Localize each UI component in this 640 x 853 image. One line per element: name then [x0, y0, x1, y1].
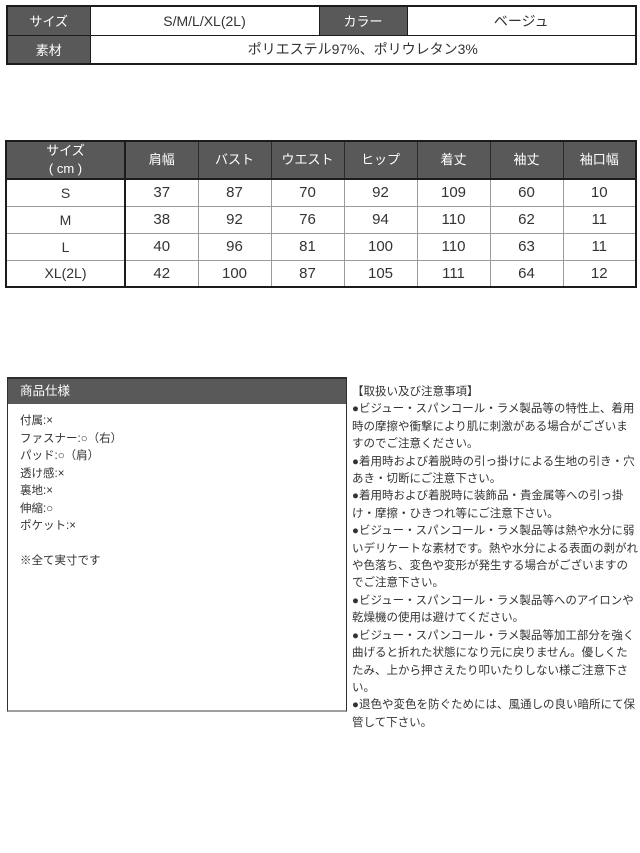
table-row: L 40 96 81 100 110 63 11 — [5, 232, 637, 261]
spec-item-stretch: 伸縮:○ — [20, 502, 54, 515]
row-size-s: S — [5, 178, 126, 207]
col-header-size-cm: サイズ ( cm ) — [5, 140, 126, 180]
material-value: ポリエステル97%、ポリウレタン3% — [89, 34, 637, 65]
cell: 11 — [562, 205, 637, 234]
cell: 63 — [489, 232, 564, 261]
cell: 109 — [416, 178, 491, 207]
product-spec-list: 付属:× ファスナー:○（右） パッド:○（肩） 透け感:× 裏地:× 伸縮:○… — [8, 404, 346, 579]
cell: 87 — [270, 259, 345, 288]
table-row: M 38 92 76 94 110 62 11 — [5, 205, 637, 234]
material-label: 素材 — [6, 34, 91, 65]
cell: 42 — [124, 259, 199, 288]
cell: 111 — [416, 259, 491, 288]
col-header-bust: バスト — [197, 140, 272, 180]
overview-row-size-color: サイズ S/M/L/XL(2L) カラー ベージュ — [6, 5, 637, 36]
spec-item-lining: 裏地:× — [20, 485, 53, 497]
measurements-table: サイズ ( cm ) 肩幅 バスト ウエスト ヒップ 着丈 袖丈 袖口幅 S 3… — [5, 140, 637, 288]
cell: 10 — [562, 178, 637, 207]
col-header-size-line2: ( cm ) — [48, 161, 83, 176]
cell: 70 — [270, 178, 345, 207]
row-size-l: L — [5, 232, 126, 261]
overview-table: サイズ S/M/L/XL(2L) カラー ベージュ 素材 ポリエステル97%、ポ… — [6, 5, 637, 65]
product-spec-box: 商品仕様 付属:× ファスナー:○（右） パッド:○（肩） 透け感:× 裏地:×… — [7, 377, 347, 712]
care-note-item: ●ビジュー・スパンコール・ラメ製品等の特性上、着用時の摩擦や衝撃により肌に刺激が… — [352, 403, 635, 451]
cell: 100 — [197, 259, 272, 288]
care-note-item: ●ビジュー・スパンコール・ラメ製品等加工部分を強く曲げると折れた状態になり元に戻… — [352, 629, 635, 694]
table-row: S 37 87 70 92 109 60 10 — [5, 178, 637, 207]
spec-item-accessory: 付属:× — [20, 415, 53, 427]
care-note-item: ●ビジュー・スパンコール・ラメ製品等は熱や水分に弱いデリケートな素材です。熱や水… — [352, 525, 639, 590]
care-note-item: ●ビジュー・スパンコール・ラメ製品等へのアイロンや乾燥機の使用は避けてください。 — [352, 594, 634, 625]
row-size-m: M — [5, 205, 126, 234]
color-value: ベージュ — [406, 5, 637, 36]
cell: 92 — [197, 205, 272, 234]
col-header-cuff: 袖口幅 — [562, 140, 637, 180]
cell: 110 — [416, 232, 491, 261]
col-header-hip: ヒップ — [343, 140, 418, 180]
col-header-size-line1: サイズ — [46, 143, 85, 159]
col-header-sleeve: 袖丈 — [489, 140, 564, 180]
size-label: サイズ — [6, 5, 91, 36]
cell: 64 — [489, 259, 564, 288]
cell: 11 — [562, 232, 637, 261]
table-row: XL(2L) 42 100 87 105 111 64 12 — [5, 259, 637, 288]
spec-item-zipper: ファスナー:○（右） — [20, 432, 123, 445]
cell: 40 — [124, 232, 199, 261]
cell: 87 — [197, 178, 272, 207]
care-note-item: ●着用時および着脱時に装飾品・貴金属等への引っ掛け・摩擦・ひきつれ等にご注意下さ… — [352, 490, 624, 520]
cell: 37 — [124, 178, 199, 207]
color-label: カラー — [318, 5, 408, 36]
cell: 62 — [489, 205, 564, 234]
care-notes: 【取扱い及び注意事項】 ●ビジュー・スパンコール・ラメ製品等の特性上、着用時の摩… — [352, 384, 638, 732]
cell: 105 — [343, 259, 418, 288]
product-spec-title: 商品仕様 — [8, 379, 346, 404]
cell: 38 — [124, 205, 199, 234]
cell: 94 — [343, 205, 418, 234]
spec-note: ※全て実寸です — [20, 554, 101, 567]
spec-item-pocket: ポケット:× — [20, 520, 76, 532]
col-header-waist: ウエスト — [270, 140, 345, 180]
cell: 60 — [489, 178, 564, 207]
measurements-header-row: サイズ ( cm ) 肩幅 バスト ウエスト ヒップ 着丈 袖丈 袖口幅 — [5, 140, 637, 180]
spacer — [20, 536, 334, 553]
cell: 81 — [270, 232, 345, 261]
col-header-length: 着丈 — [416, 140, 491, 180]
cell: 76 — [270, 205, 345, 234]
overview-row-material: 素材 ポリエステル97%、ポリウレタン3% — [6, 34, 637, 65]
cell: 100 — [343, 232, 418, 261]
cell: 12 — [562, 259, 637, 288]
cell: 110 — [416, 205, 491, 234]
size-value: S/M/L/XL(2L) — [89, 5, 320, 36]
care-notes-title: 【取扱い及び注意事項】 — [352, 386, 479, 398]
cell: 96 — [197, 232, 272, 261]
care-note-item: ●退色や変色を防ぐためには、風通しの良い暗所にて保管して下さい。 — [352, 699, 635, 729]
care-note-item: ●着用時および着脱時の引っ掛けによる生地の引き・穴あき・切断にご注意下さい。 — [352, 455, 635, 486]
cell: 92 — [343, 178, 418, 207]
row-size-xl2l: XL(2L) — [5, 259, 126, 288]
spec-item-pad: パッド:○（肩） — [20, 450, 100, 462]
col-header-shoulder: 肩幅 — [124, 140, 199, 180]
spec-item-sheerness: 透け感:× — [20, 467, 65, 480]
